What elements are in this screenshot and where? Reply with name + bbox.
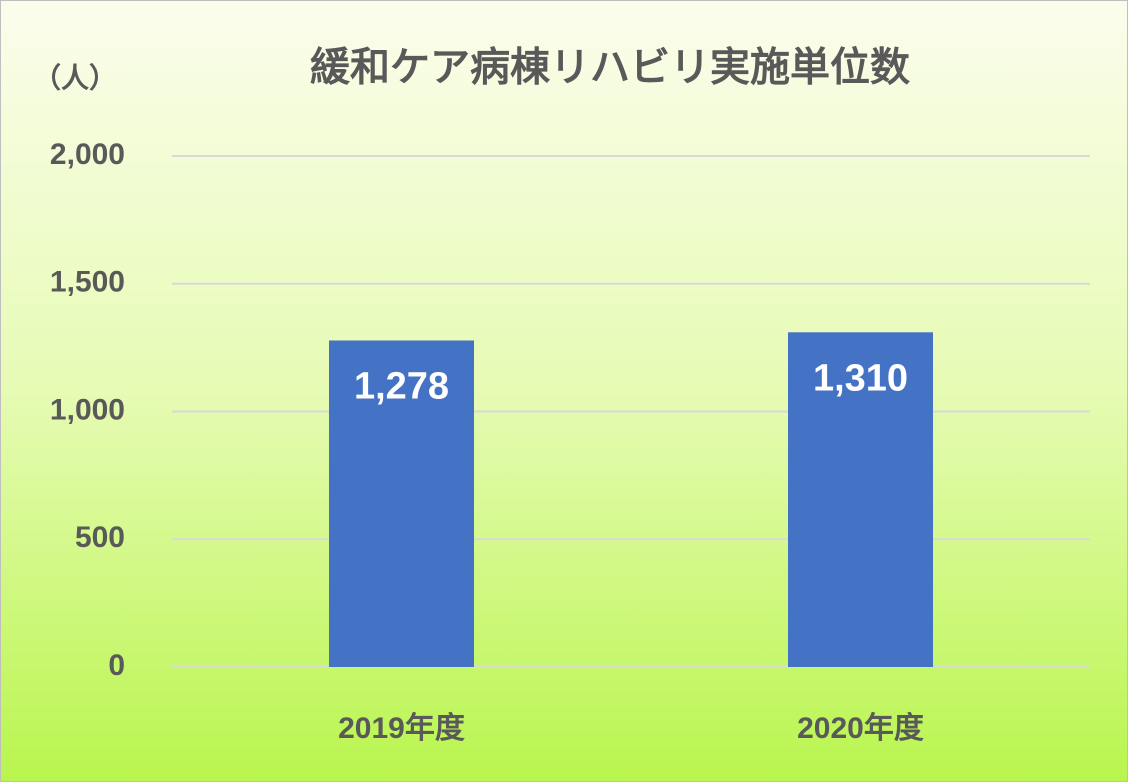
x-tick-label: 2019年度 (338, 712, 465, 745)
y-axis-label: （人） (33, 61, 117, 93)
y-tick-label: 2,000 (50, 138, 125, 171)
data-label: 1,310 (813, 357, 908, 399)
y-tick-label: 500 (75, 521, 125, 554)
x-tick-label: 2020年度 (797, 712, 924, 745)
y-tick-label: 1,500 (50, 266, 125, 299)
bar (329, 340, 474, 667)
bar (788, 332, 933, 667)
chart-title: 緩和ケア病棟リハビリ実施単位数 (310, 46, 910, 90)
y-tick-label: 1,000 (50, 393, 125, 426)
y-tick-label: 0 (108, 649, 125, 682)
data-label: 1,278 (354, 366, 449, 408)
